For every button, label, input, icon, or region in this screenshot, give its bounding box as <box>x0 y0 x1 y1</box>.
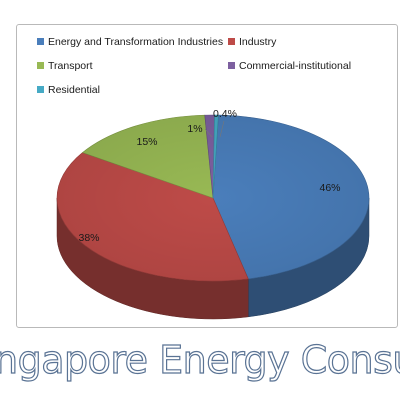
data-label-commercial-institutional: 1% <box>187 123 202 135</box>
legend-label-residential: Residential <box>48 84 100 96</box>
legend-swatch-energy-and-transformation-industries <box>37 38 44 45</box>
legend-item-energy-and-transformation-industries: Energy and Transformation Industries <box>37 36 223 48</box>
pie-chart: Energy and Transformation Industries Indu… <box>37 36 370 320</box>
legend-label-transport: Transport <box>48 60 93 72</box>
data-label-transport: 15% <box>136 136 157 148</box>
pie-data-labels: 46% 38% 15% 1% 0.4% <box>78 108 340 244</box>
legend-label-industry: Industry <box>239 36 277 48</box>
banner-title: ngapore Energy Consumpti <box>0 338 400 383</box>
chart-legend: Energy and Transformation Industries Indu… <box>37 36 351 96</box>
data-label-industry: 38% <box>78 232 99 244</box>
legend-swatch-residential <box>37 86 44 93</box>
leader-line-1 <box>204 128 213 138</box>
leader-line-2 <box>219 120 225 138</box>
legend-swatch-industry <box>228 38 235 45</box>
legend-label-energy-and-transformation-industries: Energy and Transformation Industries <box>48 36 223 48</box>
data-label-residential: 0.4% <box>213 108 237 120</box>
legend-label-commercial-institutional: Commercial-institutional <box>239 60 351 72</box>
legend-swatch-transport <box>37 62 44 69</box>
legend-item-transport: Transport <box>37 60 93 72</box>
legend-item-industry: Industry <box>228 36 277 48</box>
legend-swatch-commercial-institutional <box>228 62 235 69</box>
legend-item-commercial-institutional: Commercial-institutional <box>228 60 351 72</box>
data-label-energy-and-transformation-industries: 46% <box>319 182 340 194</box>
pie-top <box>56 114 370 282</box>
chart-area: Energy and Transformation Industries Indu… <box>16 24 398 328</box>
legend-item-residential: Residential <box>37 84 100 96</box>
